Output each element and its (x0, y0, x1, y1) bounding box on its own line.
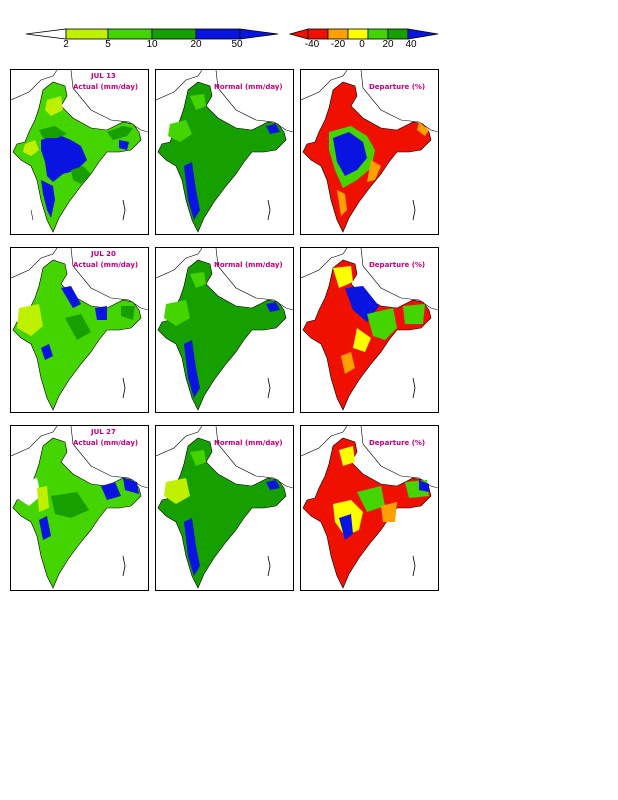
map-actual-jul27: JUL 27 Actual (mm/day) (10, 425, 149, 591)
panel-date: JUL 13 (91, 72, 116, 80)
map-departure-jul20: Departure (%) (300, 247, 439, 413)
india-map-actual (11, 426, 148, 589)
panel-title: Normal (mm/day) (214, 439, 283, 447)
panel-title: Departure (%) (369, 83, 426, 91)
map-departure-jul13: Departure (%) (300, 69, 439, 235)
india-map-actual (11, 248, 148, 411)
panel-title: Actual (mm/day) (73, 439, 139, 447)
departure-tick-label: 20 (382, 39, 394, 50)
amount-colorbar-graphic (25, 28, 279, 40)
india-map-normal (156, 248, 293, 411)
map-departure-jul27: Departure (%) (300, 425, 439, 591)
map-normal-jul20: Normal (mm/day) (155, 247, 294, 413)
map-actual-jul13: JUL 13 Actual (mm/day) (10, 69, 149, 235)
map-normal-jul27: Normal (mm/day) (155, 425, 294, 591)
panel-title: Actual (mm/day) (73, 261, 139, 269)
panel-title: Actual (mm/day) (73, 83, 139, 91)
india-map-departure (301, 426, 438, 589)
amount-tick-label: 2 (63, 39, 69, 50)
india-map-departure (301, 70, 438, 233)
map-normal-jul13: Normal (mm/day) (155, 69, 294, 235)
panel-title: Normal (mm/day) (214, 83, 283, 91)
departure-tick-label: 40 (405, 39, 417, 50)
panel-title: Departure (%) (369, 261, 426, 269)
departure-tick-label: -20 (330, 39, 346, 50)
departure-colorbar: -40 -20 0 20 40 (288, 26, 440, 50)
panel-title: Normal (mm/day) (214, 261, 283, 269)
departure-colorbar-graphic (288, 28, 439, 40)
departure-tick-label: -40 (304, 39, 320, 50)
map-actual-jul20: JUL 20 Actual (mm/day) (10, 247, 149, 413)
amount-tick-label: 5 (105, 39, 111, 50)
departure-tick-label: 0 (359, 39, 365, 50)
india-map-actual (11, 70, 148, 233)
amount-colorbar: 2 5 10 20 50 (24, 26, 280, 50)
india-map-departure (301, 248, 438, 411)
panel-date: JUL 27 (91, 428, 116, 436)
amount-tick-label: 20 (190, 39, 202, 50)
amount-tick-label: 10 (146, 39, 158, 50)
india-map-normal (156, 70, 293, 233)
india-map-normal (156, 426, 293, 589)
panel-title: Departure (%) (369, 439, 426, 447)
amount-tick-label: 50 (231, 39, 243, 50)
panel-date: JUL 20 (91, 250, 116, 258)
